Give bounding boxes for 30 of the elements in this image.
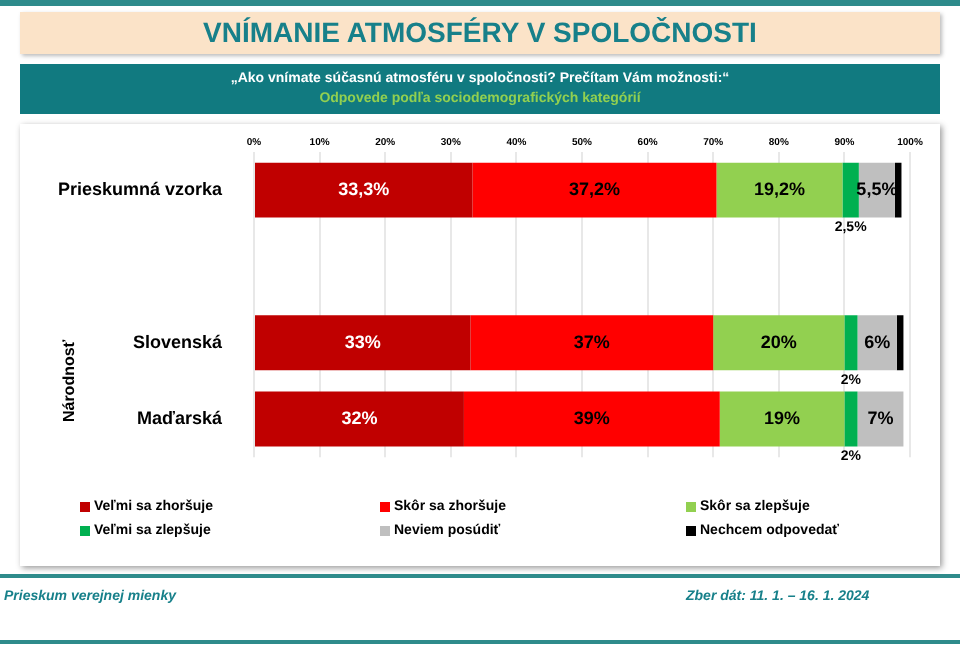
bar	[896, 315, 904, 371]
data-label: 37%	[573, 331, 610, 352]
bar	[842, 162, 859, 218]
data-label: 20%	[760, 331, 797, 352]
bar	[463, 391, 720, 447]
bar	[472, 162, 717, 218]
data-label: 7%	[867, 408, 894, 429]
bar	[255, 391, 464, 447]
data-label: 33%	[344, 331, 381, 352]
data-label: 33,3%	[338, 179, 390, 200]
bar	[719, 391, 845, 447]
y-axis-title: Národnosť	[60, 339, 79, 423]
y-tick-label: Slovenská	[132, 331, 224, 352]
y-tick-label: Maďarská	[137, 408, 224, 429]
chart-title: VNÍMANIE ATMOSFÉRY V SPOLOČNOSTI	[20, 12, 940, 54]
bar	[857, 391, 904, 447]
data-label: 6%	[864, 331, 891, 352]
bar	[713, 315, 845, 371]
y-tick-label: Prieskumná vzorka	[57, 179, 224, 200]
data-label: 37,2%	[568, 179, 620, 200]
bar	[470, 315, 714, 371]
bar	[255, 315, 471, 371]
data-label: 32%	[341, 408, 378, 429]
bar	[716, 162, 843, 218]
bar	[255, 162, 473, 218]
bar	[844, 391, 858, 447]
data-label: 39%	[573, 408, 610, 429]
data-label: 19,2%	[753, 179, 805, 200]
bar	[844, 315, 858, 371]
data-label: 19%	[764, 408, 801, 429]
